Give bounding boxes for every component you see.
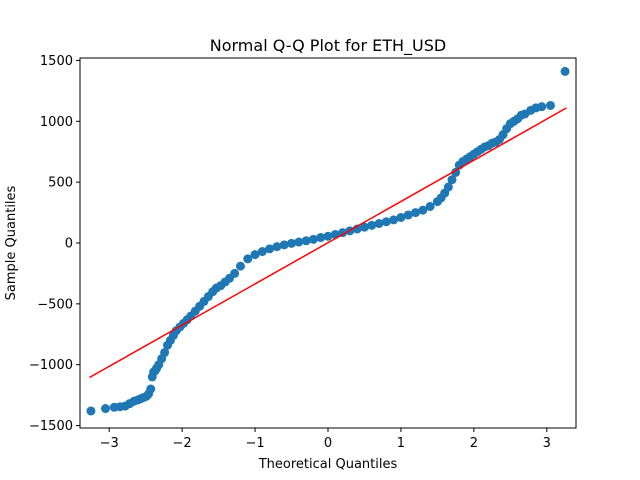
qq-point (537, 102, 547, 112)
y-tick-label: 1500 (40, 54, 73, 69)
qq-point (411, 208, 421, 218)
qq-point (86, 406, 96, 416)
plot-area (86, 66, 570, 416)
x-tick-label: 0 (324, 436, 332, 451)
qq-point (287, 238, 297, 248)
qq-point (230, 268, 240, 278)
x-tick-label: −3 (100, 436, 119, 451)
qq-point (272, 242, 282, 252)
qq-point (425, 201, 435, 211)
qq-point (443, 182, 453, 192)
qq-point (308, 234, 318, 244)
y-tick-label: −1000 (29, 358, 73, 373)
qq-point (101, 404, 111, 414)
qq-point (447, 175, 457, 185)
x-tick-label: −1 (245, 436, 264, 451)
chart-title: Normal Q-Q Plot for ETH_USD (210, 36, 446, 56)
qq-point (294, 237, 304, 247)
qq-point (235, 261, 245, 271)
qq-point (451, 167, 461, 177)
qq-point (160, 348, 170, 358)
qq-point (316, 233, 326, 243)
x-axis-label: Theoretical Quantiles (258, 457, 398, 472)
axes-frame (79, 57, 577, 429)
y-tick-label: 500 (48, 176, 73, 191)
qq-point (389, 215, 399, 225)
y-axis-label: Sample Quantiles (4, 185, 19, 300)
qq-point (367, 220, 377, 230)
y-tick-label: −500 (37, 297, 73, 312)
qq-point (265, 244, 275, 254)
qq-point (359, 222, 369, 232)
qq-point (560, 66, 570, 76)
x-tick-label: −2 (173, 436, 192, 451)
x-tick-label: 1 (397, 436, 405, 451)
y-tick-label: −1500 (29, 419, 73, 434)
qq-point (418, 205, 428, 215)
qq-point (374, 219, 384, 229)
qq-point (250, 250, 260, 260)
y-axis: −1500 −1000 −500 0 500 1000 1500 (29, 54, 80, 434)
qq-point (257, 247, 267, 257)
qq-point (381, 217, 391, 227)
qq-point (545, 100, 555, 110)
qq-point (279, 240, 289, 250)
x-axis: −3 −2 −1 0 1 2 3 (100, 428, 551, 451)
y-tick-label: 0 (65, 237, 73, 252)
x-tick-label: 2 (470, 436, 478, 451)
qq-point (323, 231, 333, 241)
y-tick-label: 1000 (40, 115, 73, 130)
qq-point (403, 210, 413, 220)
qq-point (243, 254, 253, 264)
qq-point (146, 384, 156, 394)
reference-line (89, 107, 567, 379)
qq-point (301, 236, 311, 246)
x-tick-label: 3 (543, 436, 551, 451)
qq-point (396, 212, 406, 222)
